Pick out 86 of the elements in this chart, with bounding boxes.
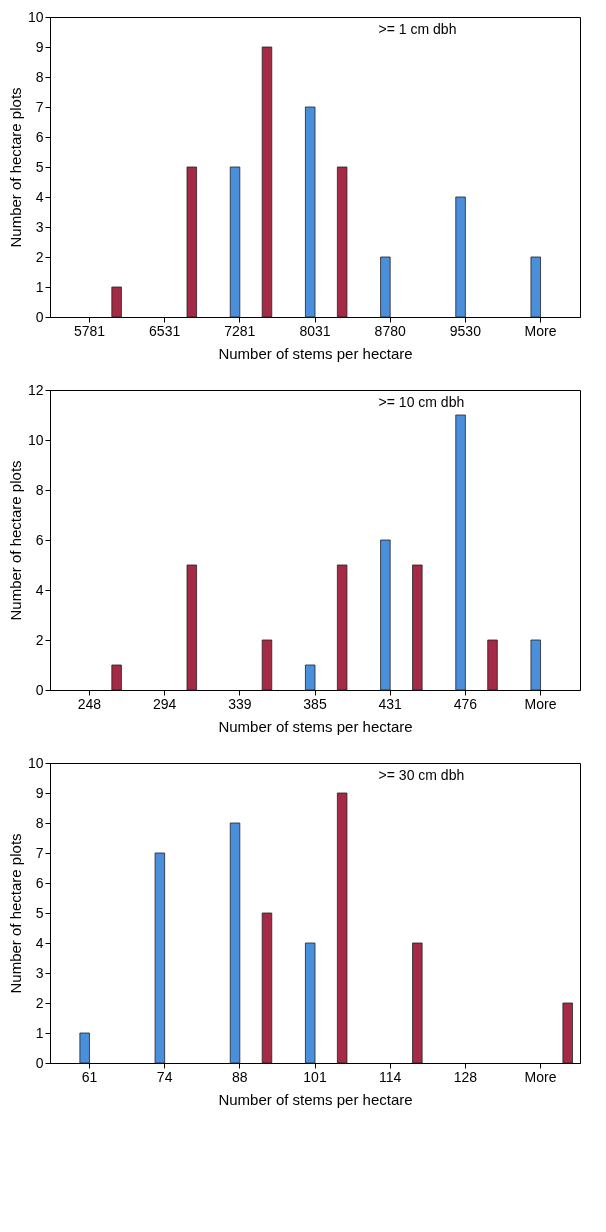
x-tick-label: 7281 (224, 322, 256, 339)
annotation: >= 30 cm dbh (378, 767, 465, 783)
x-tick-label: More (524, 695, 557, 712)
x-tick-label: 9530 (449, 322, 482, 339)
bar (305, 106, 316, 318)
y-tick-label: 2 (35, 631, 44, 648)
bar (305, 664, 316, 691)
bar (186, 564, 197, 691)
x-tick-label: 8780 (374, 322, 406, 339)
x-tick-label: 248 (77, 695, 102, 712)
bar (229, 822, 241, 1064)
bar (487, 639, 498, 691)
bar (111, 286, 122, 318)
x-tick-label: 5781 (73, 322, 106, 339)
bar (79, 1032, 90, 1064)
bar (530, 256, 541, 318)
annotation: >= 1 cm dbh (378, 21, 457, 37)
y-tick-label: 4 (35, 188, 44, 205)
x-tick-label: 74 (156, 1068, 173, 1085)
x-axis-title: Number of stems per hectare (218, 344, 413, 362)
bar (111, 664, 122, 691)
x-axis-title: Number of stems per hectare (218, 717, 413, 735)
y-tick-label: 2 (35, 248, 44, 265)
x-tick-label: 61 (81, 1068, 98, 1085)
y-tick-label: 5 (35, 158, 44, 175)
x-tick-label: More (524, 1068, 557, 1085)
x-tick-label: 385 (303, 695, 327, 712)
bar (154, 852, 166, 1064)
y-tick-label: 10 (27, 431, 44, 448)
x-tick-label: 294 (152, 695, 177, 712)
y-tick-label: 7 (35, 98, 44, 115)
y-tick-label: 8 (35, 68, 44, 85)
y-tick-label: 9 (35, 38, 44, 55)
y-tick-label: 1 (35, 278, 44, 295)
y-tick-label: 0 (35, 681, 44, 698)
bar (261, 639, 273, 691)
y-tick-label: 8 (35, 814, 44, 831)
x-tick-label: 128 (453, 1068, 478, 1085)
y-axis-title: Number of hectare plots (6, 833, 24, 994)
x-tick-label: More (524, 322, 557, 339)
bar (229, 166, 241, 318)
y-tick-label: 2 (35, 994, 44, 1011)
bar (336, 792, 348, 1064)
bar (186, 166, 197, 318)
y-tick-label: 0 (35, 308, 44, 325)
y-tick-label: 8 (35, 481, 44, 498)
y-tick-label: 7 (35, 844, 44, 861)
y-tick-label: 1 (35, 1024, 44, 1041)
bar (412, 942, 423, 1064)
bar (261, 912, 273, 1064)
y-tick-label: 9 (35, 784, 44, 801)
y-tick-label: 6 (35, 874, 44, 891)
bar (261, 46, 273, 318)
x-tick-label: 431 (378, 695, 403, 712)
x-tick-label: 101 (303, 1068, 327, 1085)
bar (305, 942, 316, 1064)
y-tick-label: 6 (35, 531, 44, 548)
y-tick-label: 12 (27, 381, 44, 398)
y-tick-label: 3 (35, 218, 44, 235)
x-tick-label: 88 (232, 1068, 248, 1085)
bar (380, 539, 391, 691)
y-axis-title: Number of hectare plots (6, 87, 24, 248)
bar (562, 1002, 573, 1064)
x-tick-label: 476 (453, 695, 478, 712)
y-tick-label: 3 (35, 964, 44, 981)
y-tick-label: 10 (27, 754, 44, 771)
bar (455, 414, 466, 691)
y-tick-label: 0 (35, 1054, 44, 1071)
y-tick-label: 10 (27, 8, 44, 25)
x-tick-label: 339 (228, 695, 252, 712)
bar (380, 256, 391, 318)
bar (455, 196, 466, 318)
bar (336, 166, 348, 318)
annotation: >= 10 cm dbh (378, 394, 465, 410)
y-tick-label: 5 (35, 904, 44, 921)
x-axis-title: Number of stems per hectare (218, 1090, 413, 1108)
x-tick-label: 114 (379, 1068, 402, 1085)
x-tick-label: 6531 (149, 322, 181, 339)
y-tick-label: 6 (35, 128, 44, 145)
bar (412, 564, 423, 691)
y-tick-label: 4 (35, 934, 44, 951)
bar (530, 639, 541, 691)
x-tick-label: 8031 (299, 322, 331, 339)
y-axis-title: Number of hectare plots (6, 460, 24, 621)
y-tick-label: 4 (35, 581, 44, 598)
bar (336, 564, 348, 691)
